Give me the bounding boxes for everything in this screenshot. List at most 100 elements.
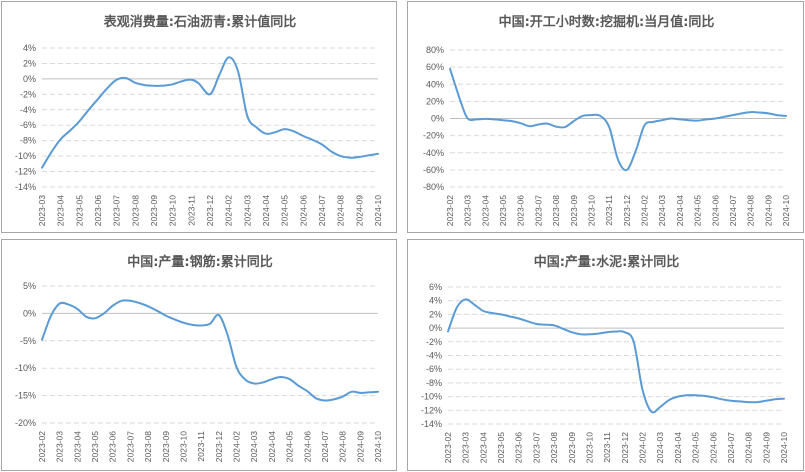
- x-tick-label: 2023-09: [161, 431, 171, 462]
- x-tick-label: 2024-10: [779, 432, 789, 463]
- x-tick-label: 2023-07: [112, 195, 122, 226]
- y-tick-label: -15%: [15, 391, 36, 401]
- chart-asphalt: 表观消费量:石油沥青:累计值同比 -14% -12% -10% -8% -6% -4% -2%…: [15, 14, 383, 226]
- y-tick-label: 5%: [23, 281, 36, 291]
- x-tick-label: 2023-10: [586, 195, 596, 226]
- y-tick-label: -5%: [20, 336, 36, 346]
- series-line: [41, 56, 379, 169]
- x-tick-label: 2024-02: [224, 195, 234, 226]
- y-tick-label: 0%: [429, 323, 442, 333]
- x-tick-label: 2024-09: [763, 195, 773, 226]
- x-tick-label: 2024-07: [320, 431, 330, 462]
- x-tick-label: 2023-03: [37, 195, 47, 226]
- x-tick-label: 2023-11: [196, 431, 206, 462]
- x-tick-label: 2024-05: [691, 432, 701, 463]
- x-tick-label: 2023-05: [496, 432, 506, 463]
- x-tick-label: 2024-02: [232, 431, 242, 462]
- y-tick-label: -4%: [426, 351, 442, 361]
- chart-panel-cement: 中国:产量:水泥:累计同比 -14% -12% -10% -8% -6% -4% -2% 0% 2…: [407, 239, 804, 471]
- y-tick-label: -14%: [421, 419, 442, 429]
- y-tick-label: -10%: [15, 151, 36, 161]
- series-line: [41, 299, 379, 402]
- x-tick-label: 2023-02: [37, 431, 47, 462]
- y-tick-label: -20%: [15, 418, 36, 428]
- y-tick-label: 6%: [429, 282, 442, 292]
- y-tick-label: -20%: [423, 131, 444, 141]
- y-tick-label: 0%: [23, 74, 36, 84]
- chart-panel-excavator: 中国:开工小时数:挖掘机:当月值:同比 -80% -60% -40% -20% 0% 20%…: [407, 1, 804, 233]
- x-tick-label: 2024-06: [708, 432, 718, 463]
- x-tick-label: 2023-07: [125, 431, 135, 462]
- x-tick-label: 2023-10: [584, 432, 594, 463]
- y-tick-label: 4%: [23, 43, 36, 53]
- x-tick-label: 2024-05: [285, 431, 295, 462]
- y-tick-label: -2%: [426, 337, 442, 347]
- y-tick-label: -14%: [15, 182, 36, 192]
- y-tick-label: -12%: [15, 167, 36, 177]
- x-tick-label: 2024-03: [657, 195, 667, 226]
- x-tick-label: 2023-06: [108, 431, 118, 462]
- x-tick-label: 2024-08: [746, 195, 756, 226]
- x-tick-label: 2024-09: [355, 431, 365, 462]
- x-tick-label: 2024-10: [781, 195, 791, 226]
- x-tick-label: 2023-09: [569, 195, 579, 226]
- x-tick-label: 2023-03: [461, 432, 471, 463]
- x-tick-label: 2024-05: [693, 195, 703, 226]
- x-tick-label: 2023-12: [205, 195, 215, 226]
- x-tick-label: 2023-03: [55, 431, 65, 462]
- y-tick-label: -6%: [426, 364, 442, 374]
- x-tick-label: 2024-07: [726, 432, 736, 463]
- chart-title: 中国:产量:水泥:累计同比: [534, 254, 680, 270]
- x-tick-label: 2023-11: [602, 432, 612, 463]
- x-tick-label: 2024-02: [638, 432, 648, 463]
- x-tick-label: 2023-02: [443, 432, 453, 463]
- x-tick-label: 2024-04: [675, 195, 685, 226]
- y-tick-label: -10%: [15, 363, 36, 373]
- x-tick-label: 2023-04: [72, 431, 82, 462]
- y-tick-label: 0%: [431, 114, 444, 124]
- x-tick-label: 2024-03: [249, 431, 259, 462]
- x-tick-label: 2023-06: [93, 195, 103, 226]
- x-tick-label: 2024-10: [373, 195, 383, 226]
- x-tick-label: 2024-05: [280, 195, 290, 226]
- chart-excavator: 中国:开工小时数:挖掘机:当月值:同比 -80% -60% -40% -20% 0% 20%…: [423, 14, 791, 226]
- x-tick-label: 2023-04: [480, 195, 490, 226]
- x-tick-label: 2023-12: [622, 195, 632, 226]
- x-tick-label: 2024-03: [242, 195, 252, 226]
- y-tick-label: -12%: [421, 405, 442, 415]
- x-tick-label: 2023-06: [516, 195, 526, 226]
- x-tick-label: 2024-10: [373, 431, 383, 462]
- chart-title: 表观消费量:石油沥青:累计值同比: [103, 14, 296, 30]
- y-tick-label: 80%: [426, 45, 444, 55]
- x-tick-label: 2024-06: [302, 431, 312, 462]
- y-tick-label: -10%: [421, 392, 442, 402]
- y-tick-label: -8%: [20, 136, 36, 146]
- x-tick-label: 2023-11: [604, 195, 614, 226]
- y-tick-label: -4%: [20, 105, 36, 115]
- x-tick-label: 2023-05: [498, 195, 508, 226]
- x-tick-label: 2023-12: [620, 432, 630, 463]
- y-tick-label: -8%: [426, 378, 442, 388]
- x-tick-label: 2023-07: [533, 195, 543, 226]
- chart-title: 中国:开工小时数:挖掘机:当月值:同比: [499, 14, 715, 30]
- x-tick-label: 2023-09: [567, 432, 577, 463]
- x-tick-label: 2024-04: [261, 195, 271, 226]
- x-tick-label: 2024-04: [267, 431, 277, 462]
- y-tick-label: -80%: [423, 182, 444, 192]
- chart-cement: 中国:产量:水泥:累计同比 -14% -12% -10% -8% -6% -4% -2% 0% 2…: [421, 254, 789, 463]
- x-tick-label: 2024-03: [655, 432, 665, 463]
- x-tick-label: 2024-08: [744, 432, 754, 463]
- x-tick-label: 2023-08: [551, 195, 561, 226]
- x-tick-label: 2024-09: [354, 195, 364, 226]
- y-tick-label: 40%: [426, 79, 444, 89]
- x-tick-label: 2023-10: [168, 195, 178, 226]
- x-tick-label: 2023-10: [178, 431, 188, 462]
- chart-panel-asphalt: 表观消费量:石油沥青:累计值同比 -14% -12% -10% -8% -6% -4% -2%…: [1, 1, 397, 233]
- y-tick-label: 2%: [429, 309, 442, 319]
- x-tick-label: 2023-06: [514, 432, 524, 463]
- x-tick-label: 2023-08: [549, 432, 559, 463]
- x-tick-label: 2023-03: [463, 195, 473, 226]
- x-tick-label: 2024-08: [338, 431, 348, 462]
- x-tick-label: 2023-12: [214, 431, 224, 462]
- x-tick-label: 2024-08: [336, 195, 346, 226]
